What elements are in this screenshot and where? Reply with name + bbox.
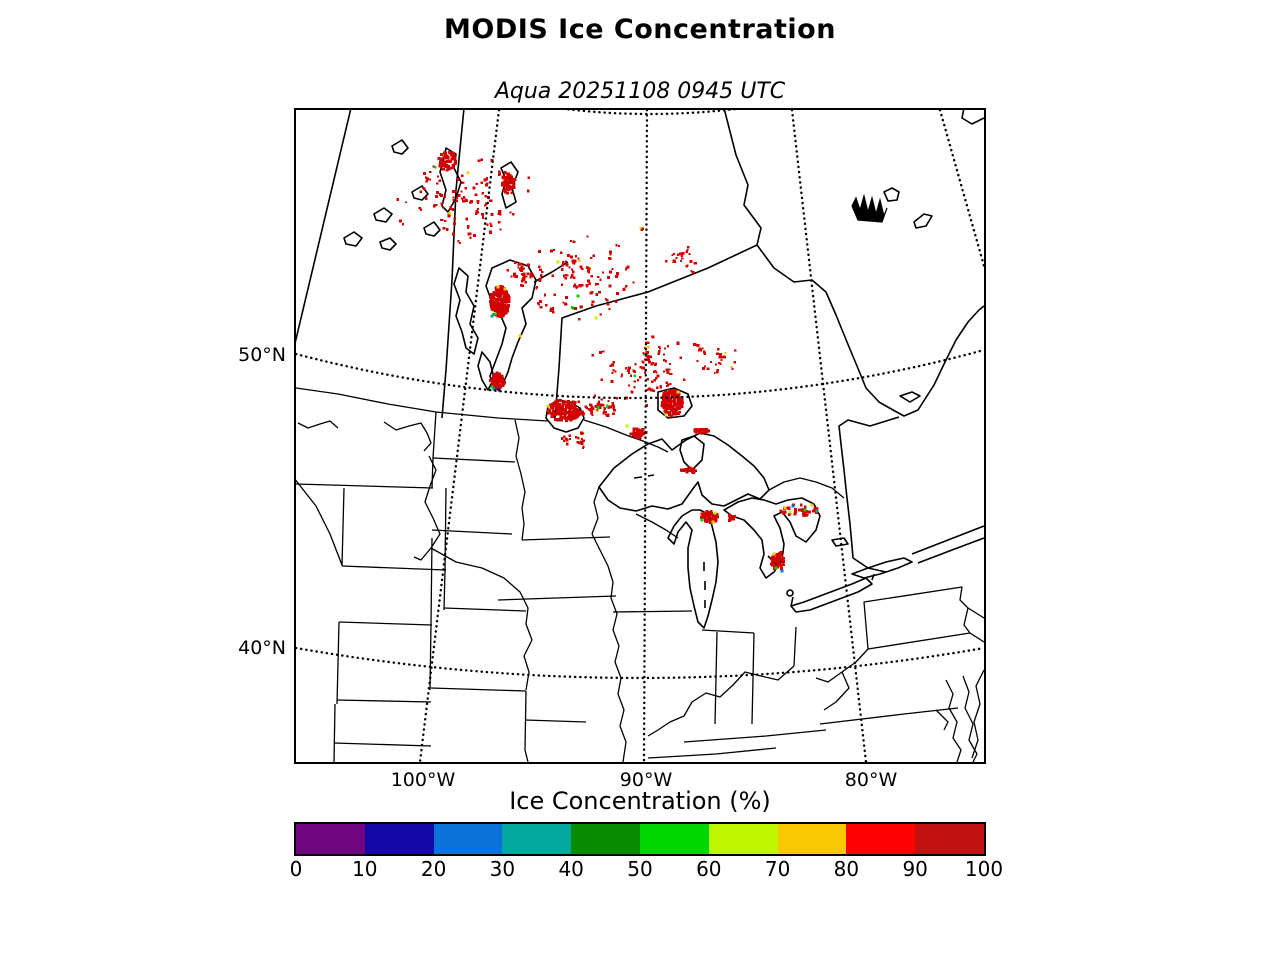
colorbar-label: Ice Concentration (%) <box>509 787 771 815</box>
colorbar <box>294 822 986 856</box>
colorbar-tick-label: 20 <box>420 857 447 881</box>
colorbar-tick-label: 10 <box>352 857 378 881</box>
x-tick-label: 80°W <box>844 769 898 791</box>
map-frame <box>294 108 986 764</box>
colorbar-tick-label: 70 <box>764 857 791 881</box>
colorbar-tick-label: 40 <box>558 857 584 881</box>
colorbar-tick-label: 90 <box>902 857 928 881</box>
x-tick-label: 90°W <box>619 769 673 791</box>
colorbar-segment <box>708 824 778 854</box>
y-tick-label: 40°N <box>238 637 286 659</box>
page-title: MODIS Ice Concentration <box>444 14 836 45</box>
colorbar-segment <box>296 824 365 854</box>
state-border-layer <box>296 387 984 762</box>
colorbar-segment <box>433 824 503 854</box>
colorbar-segment <box>571 824 640 854</box>
colorbar-tick-label: 80 <box>833 857 860 881</box>
colorbar-segment <box>639 824 709 854</box>
colorbar-segment <box>846 824 916 854</box>
colorbar-segment <box>777 824 847 854</box>
coastline-layer <box>296 110 984 629</box>
hatched-lake <box>851 193 888 223</box>
colorbar-segment <box>502 824 572 854</box>
colorbar-tick-label: 60 <box>696 857 722 881</box>
colorbar-tick-label: 50 <box>627 857 653 881</box>
map-svg <box>296 110 984 762</box>
colorbar-tick-label: 30 <box>489 857 516 881</box>
ice-layer <box>396 150 819 573</box>
graticule-layer <box>296 110 984 762</box>
subtitle: Aqua 20251108 0945 UTC <box>494 79 786 104</box>
colorbar-tick-label: 0 <box>289 857 303 881</box>
y-tick-label: 50°N <box>238 344 286 366</box>
x-tick-label: 100°W <box>390 769 456 791</box>
colorbar-tick-label: 100 <box>964 857 1004 881</box>
colorbar-segment <box>915 824 984 854</box>
colorbar-segment <box>364 824 434 854</box>
